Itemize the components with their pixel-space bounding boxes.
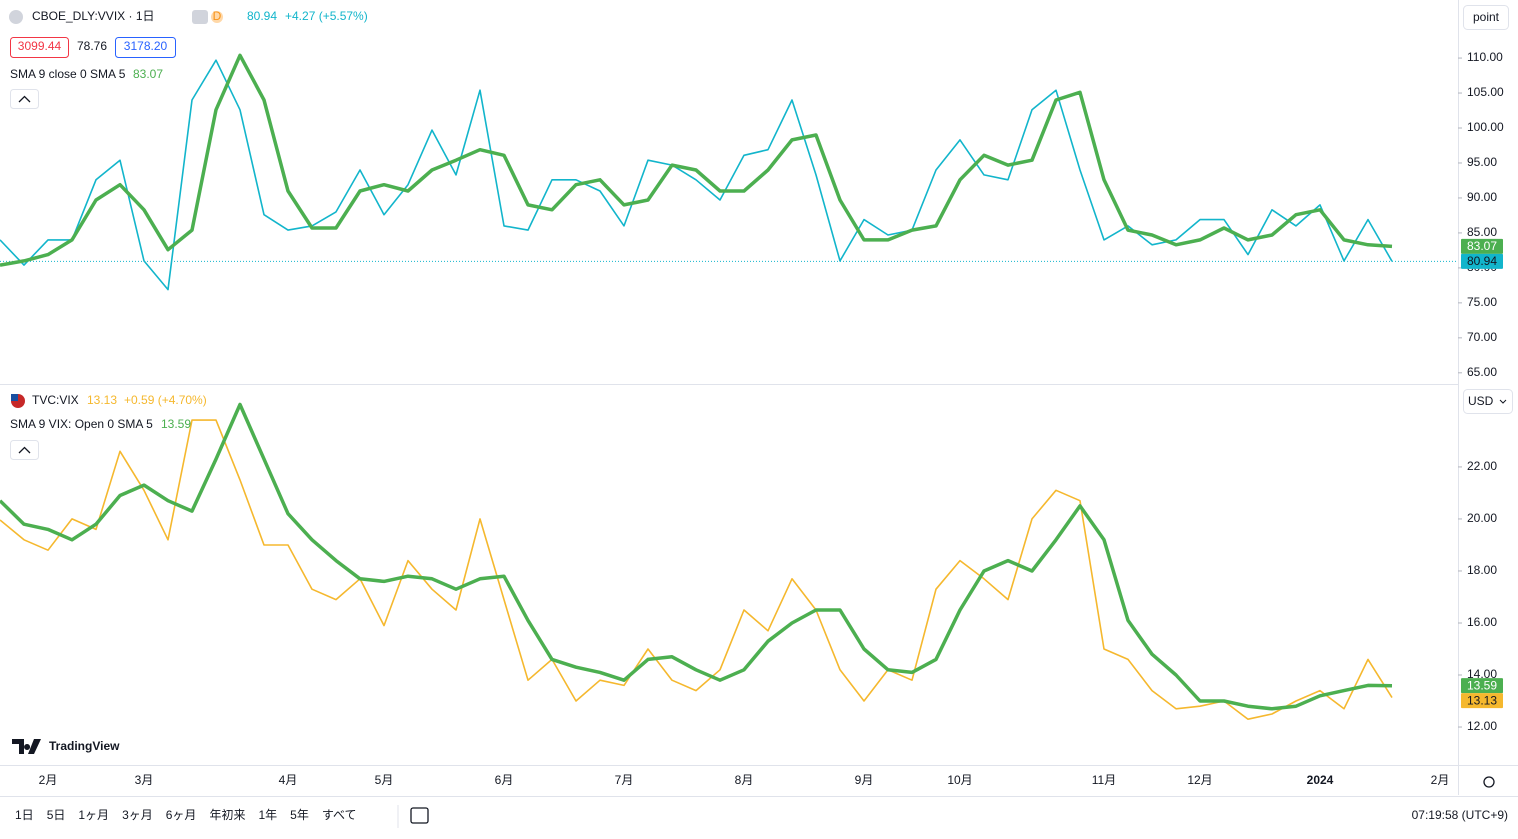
bid[interactable]: 3099.44: [18, 39, 62, 53]
y-tick-label: 95.00: [1467, 155, 1497, 169]
range-button[interactable]: 5日: [47, 808, 66, 822]
indicator-value: 83.07: [133, 67, 163, 81]
price-badge: [1461, 693, 1503, 709]
sma-line: [0, 402, 1393, 711]
logo-icon: [12, 739, 41, 754]
change: +0.59 (+4.70%): [124, 393, 207, 407]
symbol-icon: [9, 10, 23, 24]
range-button[interactable]: 年初来: [209, 808, 245, 822]
goto-date-icon[interactable]: [410, 807, 429, 824]
range-button[interactable]: 3ヶ月: [122, 808, 153, 822]
price-line: [0, 59, 1393, 291]
x-tick-label: 2月: [39, 773, 58, 787]
symbol-title[interactable]: CBOE_DLY:VVIX · 1日: [32, 9, 155, 23]
range-button[interactable]: 5年: [290, 808, 309, 822]
sma-line: [0, 53, 1393, 267]
interval-badge: D: [213, 9, 222, 23]
y-tick-label: 70.00: [1467, 330, 1497, 344]
interval-badge-bg: [211, 11, 223, 23]
x-tick-label: 2024: [1307, 773, 1334, 787]
range-button[interactable]: 1ヶ月: [78, 808, 109, 822]
ask[interactable]: 3178.20: [124, 39, 168, 53]
range-button[interactable]: すべて: [322, 808, 357, 822]
x-tick-label: 10月: [947, 773, 972, 787]
indicator-value: 13.59: [161, 417, 191, 431]
ui: CBOE_DLY:VVIX · 1日 D 80.94 +4.27 (+5.57%…: [9, 5, 1513, 828]
price-badge: [1461, 238, 1503, 254]
y-tick-label: 18.00: [1467, 563, 1497, 577]
y-tick-label: 12.00: [1467, 719, 1497, 733]
range-button[interactable]: 1日: [15, 808, 34, 822]
price-badge-label: 80.94: [1467, 254, 1497, 268]
y-tick-label: 75.00: [1467, 295, 1497, 309]
y-tick-label: 85.00: [1467, 225, 1497, 239]
last-value: 80.94: [247, 9, 277, 23]
x-tick-label: 3月: [135, 773, 154, 787]
x-tick-label: 5月: [375, 773, 394, 787]
currency-button[interactable]: [1463, 389, 1513, 414]
x-tick-label: 2月: [1431, 773, 1450, 787]
ask-box[interactable]: [115, 37, 176, 58]
range-button[interactable]: 6ヶ月: [166, 808, 197, 822]
y-tick-label: 16.00: [1467, 615, 1497, 629]
logo-text: TradingView: [49, 739, 120, 753]
top-pane: [0, 53, 1458, 291]
x-tick-label: 11月: [1092, 773, 1116, 787]
y-tick-label: 65.00: [1467, 365, 1497, 379]
x-tick-label: 4月: [279, 773, 298, 787]
spread: 78.76: [77, 39, 107, 53]
flag-canton: [11, 394, 18, 401]
y-tick-label: 110.00: [1467, 50, 1503, 64]
currency-label[interactable]: USD: [1468, 394, 1494, 408]
scale-label[interactable]: point: [1473, 10, 1500, 24]
symbol-title[interactable]: TVC:VIX: [32, 393, 79, 407]
x-tick-label: 7月: [615, 773, 634, 787]
price-badge-label: 13.59: [1467, 678, 1497, 692]
settings-icon[interactable]: [1483, 776, 1495, 788]
bid-box[interactable]: [10, 37, 69, 58]
icon[interactable]: [192, 10, 208, 24]
indicator-name[interactable]: SMA 9 VIX: Open 0 SMA 5: [10, 417, 153, 431]
collapse-button[interactable]: [10, 89, 39, 109]
x-tick-label: 9月: [855, 773, 874, 787]
collapse-button[interactable]: [10, 440, 39, 460]
collapse-icon: [18, 446, 31, 454]
range-button[interactable]: 1年: [258, 808, 277, 822]
price-line: [0, 419, 1393, 720]
price-badge: [1461, 253, 1503, 269]
y-tick-label: 20.00: [1467, 511, 1497, 525]
y-tick-label: 90.00: [1467, 190, 1497, 204]
x-tick-label: 12月: [1187, 773, 1212, 787]
y-tick-label: 14.00: [1467, 667, 1497, 681]
x-tick-label: 6月: [495, 773, 514, 787]
x-tick-label: 8月: [735, 773, 754, 787]
indicator-name[interactable]: SMA 9 close 0 SMA 5: [10, 67, 126, 81]
y-tick-label: 22.00: [1467, 459, 1497, 473]
change: +4.27 (+5.57%): [285, 9, 368, 23]
dropdown-icon: [1499, 399, 1507, 404]
price-badge-label: 83.07: [1467, 239, 1497, 253]
price-badge-label: 13.13: [1467, 693, 1497, 707]
last-value: 13.13: [87, 393, 117, 407]
y-tick-label: 100.00: [1467, 120, 1504, 134]
y-tick-label: 105.00: [1467, 85, 1504, 99]
bottom-pane: [0, 402, 1393, 720]
clock[interactable]: 07:19:58 (UTC+9): [1412, 808, 1508, 822]
collapse-icon: [18, 95, 31, 103]
scale-button[interactable]: [1463, 5, 1509, 30]
price-badge: [1461, 678, 1503, 694]
